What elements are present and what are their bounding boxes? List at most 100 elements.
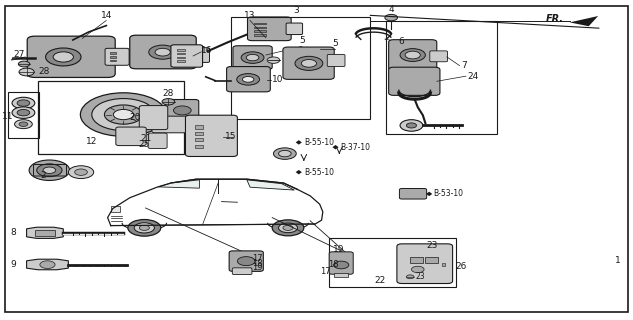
Polygon shape [11,57,25,60]
Text: 23: 23 [415,272,425,281]
Text: 25: 25 [138,140,149,149]
Text: 13: 13 [244,11,256,20]
Text: 26: 26 [456,262,467,271]
Text: 19: 19 [252,263,263,272]
Circle shape [406,275,414,279]
Text: 18: 18 [252,259,263,268]
Text: 23: 23 [426,241,437,250]
Bar [111,206,120,212]
Circle shape [334,261,349,269]
Bar [38,81,184,154]
Text: 19: 19 [333,245,344,254]
Text: 1: 1 [615,256,620,265]
Text: 3: 3 [293,6,299,15]
Polygon shape [27,227,63,238]
Text: 21: 21 [141,134,152,143]
Text: 28: 28 [163,89,174,98]
Circle shape [17,100,30,106]
Bar [192,54,198,56]
Circle shape [279,150,291,157]
Circle shape [241,52,264,63]
Circle shape [37,164,62,177]
FancyBboxPatch shape [105,48,129,65]
Bar [254,34,266,36]
Text: FR.: FR. [546,14,563,24]
Circle shape [267,57,280,63]
Text: 22: 22 [374,276,385,285]
Bar [177,60,185,62]
Circle shape [134,223,154,233]
Text: B-53-10: B-53-10 [434,189,463,198]
Bar [110,52,116,54]
Circle shape [237,257,255,266]
Text: 5: 5 [299,36,305,45]
Circle shape [400,49,425,61]
Polygon shape [570,16,598,26]
Polygon shape [27,259,68,270]
Text: 7: 7 [461,61,467,70]
FancyBboxPatch shape [27,36,115,77]
Bar [254,30,266,32]
Bar [177,53,185,54]
Bar [8,92,39,138]
Circle shape [19,68,34,76]
Text: 5: 5 [332,39,339,48]
Bar [195,125,203,129]
Text: 6: 6 [399,37,404,46]
Circle shape [405,51,420,59]
Bar [195,138,203,141]
Bar [386,21,497,134]
FancyBboxPatch shape [116,127,146,146]
Bar [195,145,203,148]
Circle shape [19,122,28,126]
Bar [110,56,116,58]
FancyBboxPatch shape [286,23,303,35]
Text: 17: 17 [252,254,263,263]
FancyBboxPatch shape [397,244,453,284]
Bar [334,273,348,277]
Circle shape [411,266,424,273]
Text: 12: 12 [86,137,97,146]
Circle shape [68,166,94,179]
Circle shape [17,109,30,116]
Polygon shape [296,140,302,145]
FancyBboxPatch shape [232,268,252,275]
Circle shape [295,56,323,70]
Text: 18: 18 [328,260,339,269]
Polygon shape [158,180,199,188]
Text: 11: 11 [3,112,14,121]
Polygon shape [296,170,302,174]
Text: 27: 27 [13,50,25,59]
Circle shape [53,52,73,62]
Text: 10: 10 [272,76,284,84]
Text: 2: 2 [40,171,46,180]
Bar [192,51,198,52]
FancyBboxPatch shape [166,100,199,121]
Circle shape [173,106,191,115]
Circle shape [242,76,254,82]
Text: 16: 16 [201,46,213,55]
Circle shape [149,45,177,59]
FancyBboxPatch shape [185,115,237,156]
Circle shape [406,123,417,128]
Bar [254,23,266,24]
Circle shape [273,148,296,159]
Circle shape [301,60,316,67]
Text: 4: 4 [389,5,394,14]
Text: 24: 24 [467,72,479,81]
Bar [192,58,198,59]
FancyBboxPatch shape [130,35,196,69]
Circle shape [18,61,30,67]
Polygon shape [247,180,294,190]
Circle shape [385,14,398,21]
Circle shape [80,93,166,136]
Bar [329,238,456,287]
FancyBboxPatch shape [283,47,334,79]
Bar [442,263,445,266]
Bar [425,257,438,263]
Circle shape [139,225,149,230]
Text: 17: 17 [320,267,330,276]
Bar [231,17,370,119]
FancyBboxPatch shape [227,67,270,92]
FancyBboxPatch shape [148,133,167,148]
